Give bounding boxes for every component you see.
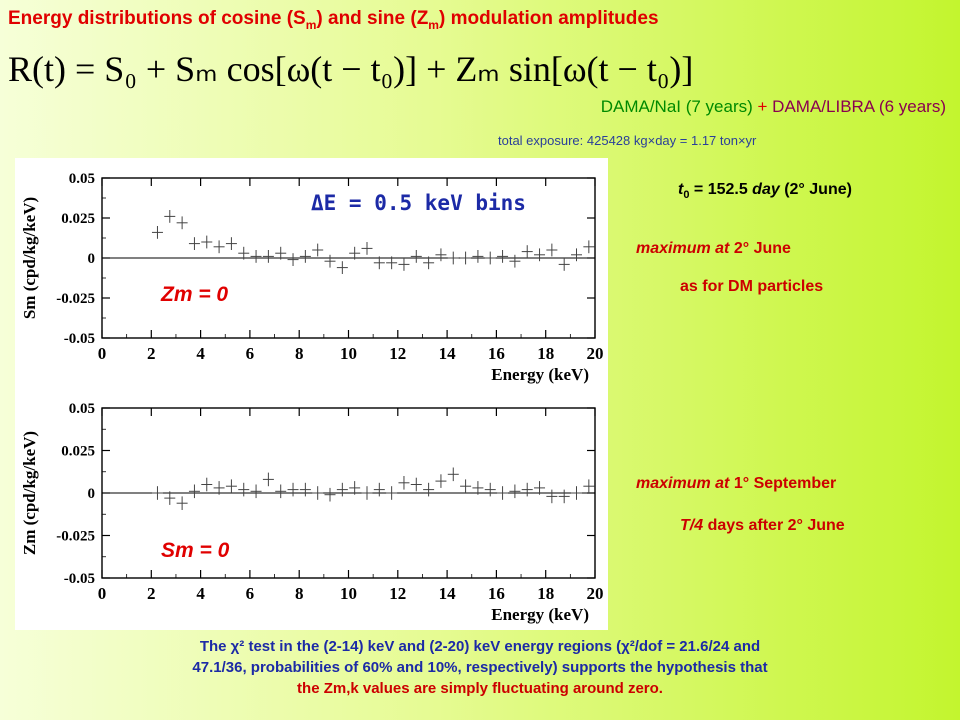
plot2-ytick-label: -0.025 [56,529,95,545]
plot2-xtick-label: 18 [537,584,554,603]
plot2-xtick-label: 14 [439,584,457,603]
plot1-xtick-label: 12 [389,344,406,363]
plot2-xtick-label: 10 [340,584,357,603]
plot1-ytick-label: 0.05 [69,171,95,187]
dataset-exposure-line: DAMA/NaI (7 years) + DAMA/LIBRA (6 years… [600,97,946,116]
sm-maximum-note: maximum at 2° June [636,240,791,257]
footer-line-2: 47.1/36, probabilities of 60% and 10%, r… [192,659,768,676]
plot1-xtick-label: 4 [196,344,205,363]
plot2-xtick-label: 12 [389,584,406,603]
chi2-footer: The χ² test in the (2-14) keV and (2-20)… [30,636,930,699]
total-exposure-text: total exposure: 425428 kg×day = 1.17 ton… [498,133,757,148]
plot1-xtick-label: 8 [295,344,304,363]
footer-line-3: the Zm,k values are simply fluctuating a… [297,680,663,697]
zm-quarter-note: T/4 days after 2° June [680,517,845,534]
slide-title: Energy distributions of cosine (Sm) and … [8,8,659,32]
plot2-ytick-label: 0.05 [69,401,95,417]
t0-note: t0 = 152.5 day (2° June) [678,181,852,202]
plot1-xtick-label: 10 [340,344,357,363]
zm-maximum-note: maximum at 1° September [636,475,837,492]
plot2-x-axis-label: Energy (keV) [491,605,589,624]
plot1-xtick-label: 14 [439,344,457,363]
modulation-formula: R(t) = S₀ + Sₘ cos[ω(t − t₀)] + Zₘ sin[ω… [8,49,694,89]
plot2-constraint-label: Sm = 0 [161,539,230,562]
footer-line-1: The χ² test in the (2-14) keV and (2-20)… [199,638,761,655]
plot1-x-axis-label: Energy (keV) [491,365,589,384]
plot1-ytick-label: -0.025 [56,291,95,307]
plot1-ytick-label: -0.05 [64,331,95,347]
plot2-xtick-label: 0 [98,584,107,603]
plot1-constraint-label: Zm = 0 [160,283,228,306]
plot1-y-axis-label: Sm (cpd/kg/keV) [20,197,39,319]
plot2-ytick-label: 0 [88,486,96,502]
plot1-ytick-label: 0.025 [61,211,95,227]
plot1-xtick-label: 6 [246,344,255,363]
plots-panel: 0.05 0.025 0 -0.025 -0.05 0 2 4 6 8 10 12 14 16 18 20 En… [15,158,608,630]
plot2-ytick-label: 0.025 [61,444,95,460]
plot1-xtick-label: 20 [587,344,604,363]
plot1-xtick-label: 0 [98,344,107,363]
plot2-xtick-label: 8 [295,584,304,603]
plot2-xtick-label: 16 [488,584,505,603]
plot2-y-axis-label: Zm (cpd/kg/keV) [20,431,39,555]
plot1-xtick-label: 16 [488,344,505,363]
plot2-xtick-label: 4 [196,584,205,603]
plot2-xtick-label: 6 [246,584,255,603]
plot2-ytick-label: -0.05 [64,571,95,587]
plot2-xtick-label: 20 [587,584,604,603]
plot1-xtick-label: 18 [537,344,554,363]
sm-dm-note: as for DM particles [680,278,824,295]
plot2-xtick-label: 2 [147,584,156,603]
plot1-ytick-label: 0 [88,251,96,267]
plot1-xtick-label: 2 [147,344,156,363]
plot1-bin-width-annotation: ΔE = 0.5 keV bins [311,191,526,215]
